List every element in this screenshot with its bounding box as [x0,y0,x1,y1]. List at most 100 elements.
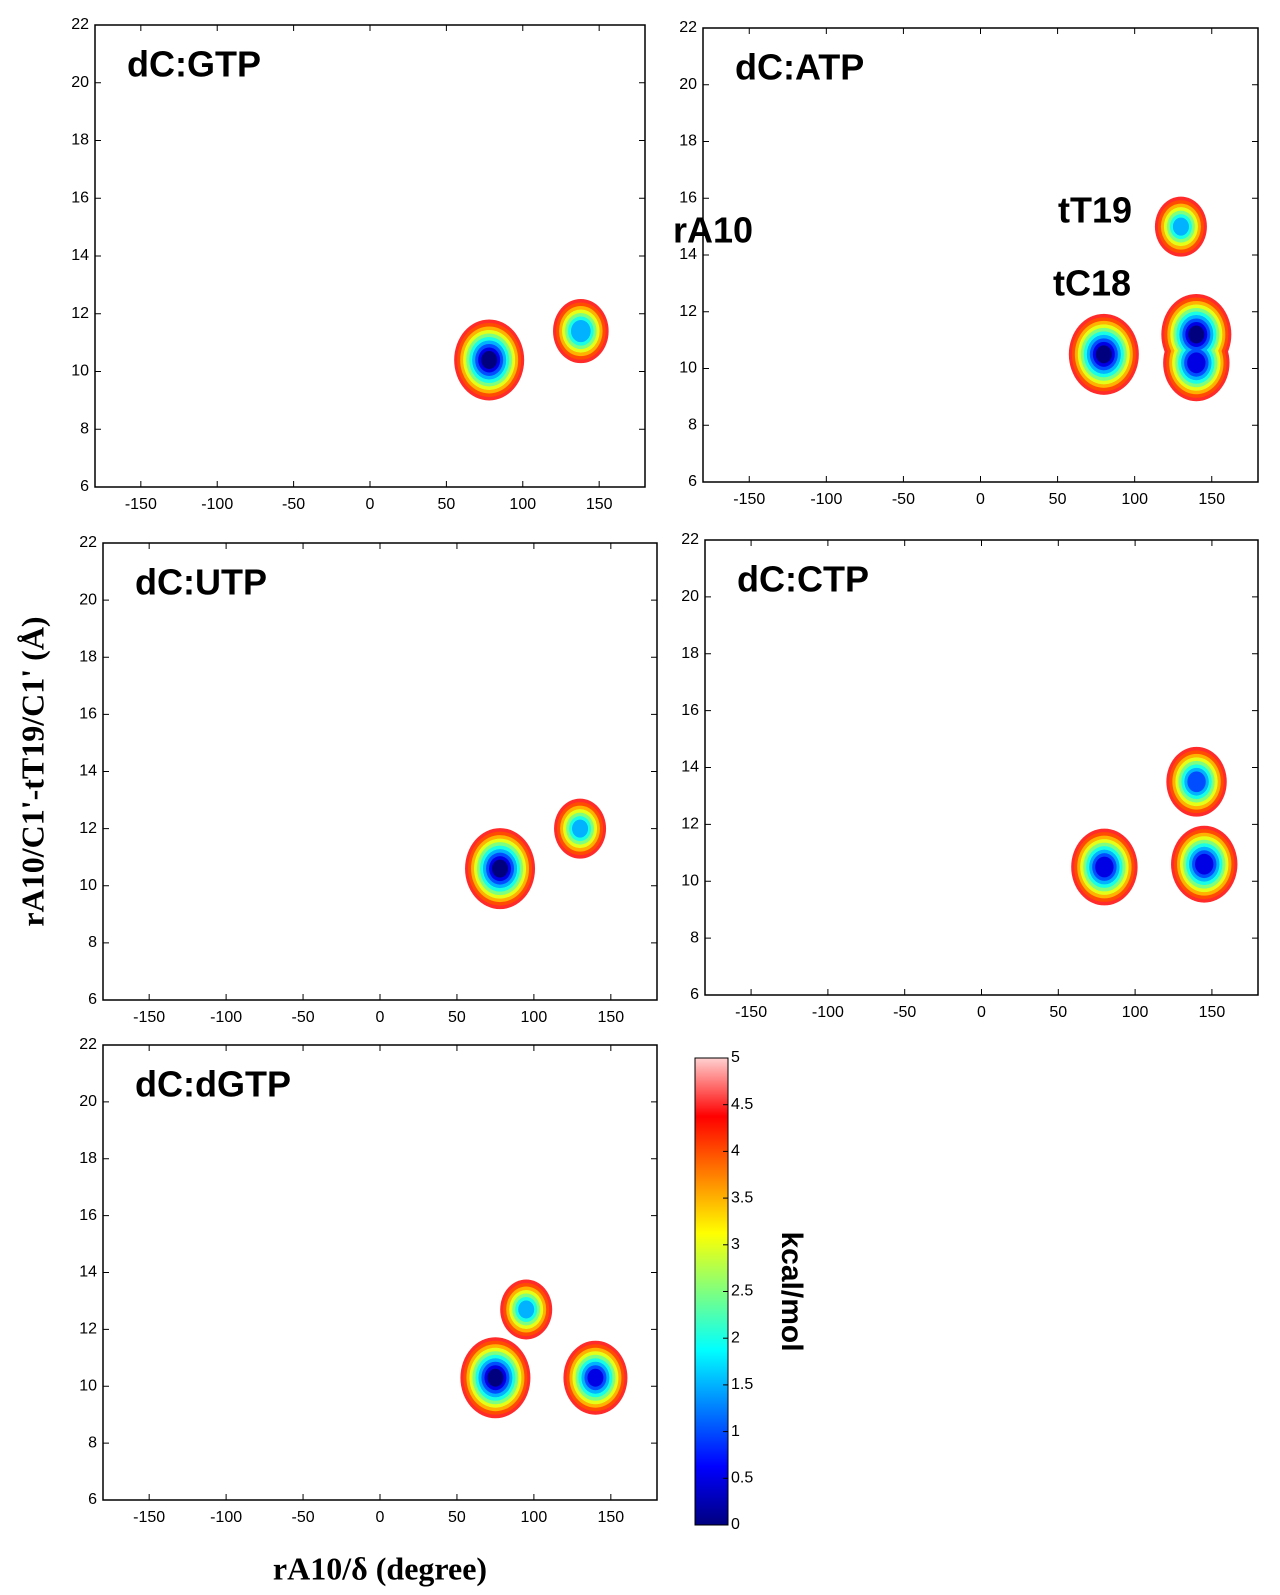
y-tick-label: 8 [88,1434,97,1451]
panel-title: dC:UTP [135,562,267,603]
x-tick-label: -100 [201,496,233,513]
x-tick-label: -150 [735,1004,767,1021]
y-tick-label: 18 [79,1150,97,1167]
x-tick-label: 100 [1121,491,1148,508]
annotation: tT19 [1058,190,1132,231]
y-axis-label: rA10/C1'-tT19/C1' (Å) [14,616,50,926]
energy-basin [1187,352,1206,374]
colorbar [694,1057,729,1526]
x-tick-label: -100 [812,1004,844,1021]
energy-basin [518,1300,535,1319]
colorbar-label: kcal/mol [775,1231,808,1351]
y-tick-label: 20 [79,591,97,608]
x-tick-label: 50 [448,1009,466,1026]
x-tick-label: 100 [521,1009,548,1026]
y-tick-label: 22 [79,534,97,551]
colorbar-tick-label: 5 [731,1049,740,1066]
energy-basin [487,1368,504,1387]
x-tick-label: -150 [133,1509,165,1526]
x-tick-label: 0 [376,1509,385,1526]
y-tick-label: 18 [681,645,699,662]
panel-title: dC:ATP [735,47,864,88]
y-tick-label: 6 [80,478,89,495]
colorbar-tick-label: 1 [731,1423,740,1440]
panel-title: dC:dGTP [135,1064,291,1105]
x-tick-label: 0 [976,491,985,508]
y-tick-label: 14 [71,247,89,264]
y-tick-label: 16 [71,189,89,206]
y-tick-label: 22 [71,16,89,33]
y-tick-label: 16 [679,189,697,206]
x-tick-label: 0 [977,1004,986,1021]
x-tick-label: -100 [210,1509,242,1526]
colorbar-tick-label: 1.5 [731,1376,753,1393]
x-tick-label: -150 [125,496,157,513]
energy-basin [1095,345,1112,364]
y-tick-label: 10 [679,360,697,377]
y-tick-label: 8 [688,416,697,433]
x-tick-label: -150 [733,491,765,508]
x-tick-label: -150 [133,1009,165,1026]
energy-basin [571,319,591,343]
y-tick-label: 22 [679,19,697,36]
x-tick-label: 150 [597,1009,624,1026]
x-tick-label: 50 [448,1509,466,1526]
x-tick-label: 150 [586,496,613,513]
colorbar-tick-label: 3 [731,1236,740,1253]
y-tick-label: 12 [681,816,699,833]
y-tick-label: 14 [679,246,697,263]
y-tick-label: 12 [679,303,697,320]
y-tick-label: 10 [79,877,97,894]
colorbar-tick-label: 0.5 [731,1470,753,1487]
panel: -150 -100 -50 0 50 100 150 6 8 10 12 14 16 18 20 22 dC:C… [681,531,1259,1021]
energy-basin [1187,771,1206,793]
colorbar-tick-label: 0 [731,1516,740,1533]
x-tick-label: 100 [509,496,536,513]
annotation: tC18 [1053,263,1131,304]
plot-frame [94,24,646,488]
y-tick-label: 6 [690,986,699,1003]
y-tick-label: 14 [681,759,699,776]
colorbar-tick-label: 2.5 [731,1283,753,1300]
y-tick-label: 12 [71,305,89,322]
y-tick-label: 14 [79,1264,97,1281]
y-tick-label: 8 [80,420,89,437]
y-tick-label: 12 [79,820,97,837]
energy-basin [1188,325,1205,344]
y-tick-label: 20 [71,74,89,91]
y-tick-label: 10 [71,363,89,380]
x-axis-label: rA10/δ (degree) [273,1550,487,1586]
y-tick-label: 14 [79,763,97,780]
x-tick-label: 50 [1049,1004,1067,1021]
x-tick-label: 150 [1198,491,1225,508]
y-tick-label: 6 [88,1491,97,1508]
x-tick-label: 0 [366,496,375,513]
energy-basin [481,350,498,369]
y-tick-label: 22 [681,531,699,548]
x-tick-label: 50 [437,496,455,513]
panel: -150 -100 -50 0 50 100 150 6 8 10 12 14 16 18 20 22 dC:A… [673,19,1259,508]
y-tick-label: 10 [79,1377,97,1394]
x-tick-label: 100 [521,1509,548,1526]
energy-basin [572,819,589,838]
y-tick-label: 16 [79,1207,97,1224]
panel: -150 -100 -50 0 50 100 150 6 8 10 12 14 16 18 20 22 dC:U… [14,534,658,1026]
y-tick-label: 20 [679,76,697,93]
x-tick-label: 150 [1199,1004,1226,1021]
y-tick-label: 10 [681,872,699,889]
x-tick-label: 0 [376,1009,385,1026]
colorbar-tick-label: 3.5 [731,1189,753,1206]
panel: -150 -100 -50 0 50 100 150 6 8 10 12 14 16 18 20 22 dC:d… [79,1036,658,1586]
y-tick-label: 8 [88,934,97,951]
colorbar-tick-label: 2 [731,1329,740,1346]
colorbar-tick-label: 4 [731,1143,740,1160]
plot-frame [102,542,658,1001]
y-tick-label: 22 [79,1036,97,1053]
y-tick-label: 12 [79,1321,97,1338]
x-tick-label: -50 [893,1004,916,1021]
x-tick-label: 150 [597,1509,624,1526]
energy-basin [587,1368,604,1387]
colorbar-tick-label: 4.5 [731,1096,753,1113]
panel-title: dC:GTP [127,44,261,85]
panel-title: dC:CTP [737,559,869,600]
